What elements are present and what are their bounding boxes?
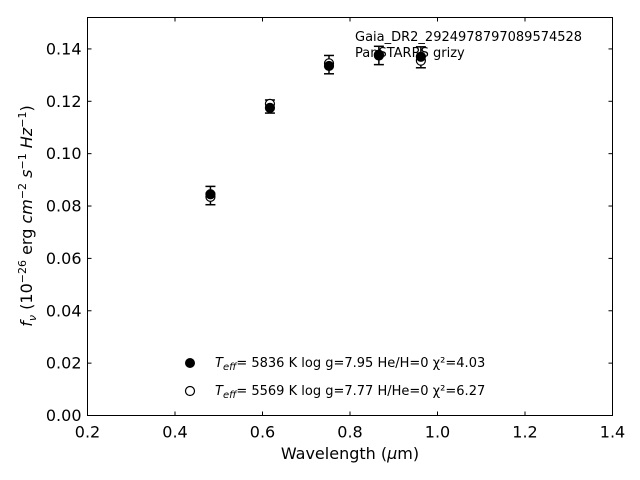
legend-marker-filled <box>185 358 195 368</box>
x-tick-label: 0.4 <box>162 423 187 442</box>
y-axis: 0.00 0.02 0.04 0.06 0.08 0.10 0.12 0.14 <box>46 39 613 425</box>
model-point-filled <box>415 51 426 62</box>
y-tick-label: 0.08 <box>46 197 82 216</box>
x-tick-label: 1.2 <box>512 423 537 442</box>
legend-entry-1: Teff= 5836 K log g=7.95 He/H=0 χ²=4.03 <box>215 356 485 373</box>
x-tick-label: 0.8 <box>337 423 362 442</box>
x-tick-label: 0.6 <box>250 423 275 442</box>
y-tick-label: 0.00 <box>46 406 82 425</box>
annotation-survey: PanSTARRS grizy <box>355 46 465 61</box>
model-point-filled <box>264 102 276 113</box>
legend: Teff= 5836 K log g=7.95 He/H=0 χ²=4.03 T… <box>184 356 485 401</box>
y-tick-label: 0.10 <box>46 144 82 163</box>
model-point-filled <box>323 60 335 72</box>
y-axis-label: fν (10−26 erg cm−2 s−1 Hz−1) <box>16 105 39 326</box>
y-tick-label: 0.14 <box>46 39 82 58</box>
x-axis: 0.2 0.4 0.6 0.8 1.0 1.2 1.4 <box>75 17 625 442</box>
x-tick-label: 1.0 <box>425 423 450 442</box>
legend-entry-2: Teff= 5569 K log g=7.77 H/He=0 χ²=6.27 <box>215 384 485 401</box>
y-tick-label: 0.02 <box>46 354 82 373</box>
model-point-filled <box>373 50 384 61</box>
y-tick-label: 0.06 <box>46 249 82 268</box>
y-tick-label: 0.12 <box>46 92 82 111</box>
x-tick-label: 0.2 <box>75 423 100 442</box>
y-tick-label: 0.04 <box>46 301 82 320</box>
legend-marker-open <box>184 385 196 397</box>
data-points <box>205 49 426 202</box>
error-bars <box>205 45 426 206</box>
x-axis-label: Wavelength (μm) <box>281 444 419 463</box>
annotation-star-name: Gaia_DR2_2924978797089574528 <box>355 30 582 45</box>
x-tick-label: 1.4 <box>600 423 625 442</box>
model-point-filled <box>205 189 216 200</box>
